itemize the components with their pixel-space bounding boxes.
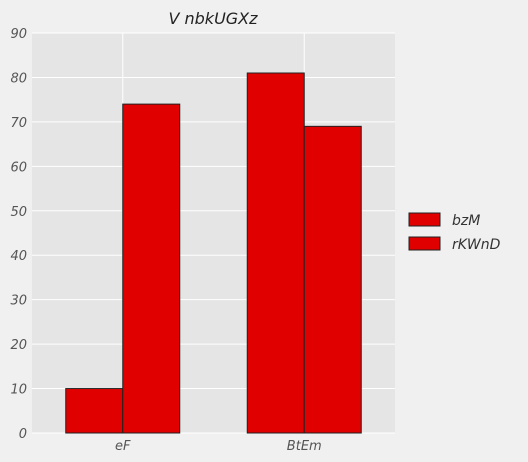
chart-title: V nbkUGXz (168, 9, 258, 28)
legend: bzM rKWnD (408, 212, 501, 253)
bars (65, 72, 362, 434)
legend-swatch-rKWnD (408, 236, 441, 251)
y-tick-label: 40 (10, 249, 27, 264)
x-tick-label: BtEm (287, 439, 322, 454)
y-tick-label: 0 (19, 427, 27, 442)
bar-bzM-BtEm (246, 72, 305, 434)
y-tick-label: 60 (10, 160, 27, 175)
y-tick-label: 50 (10, 205, 27, 220)
x-tick-label: eF (115, 439, 131, 454)
legend-label-bzM: bzM (452, 213, 480, 229)
legend-swatch-bzM (408, 212, 441, 227)
y-tick-label: 80 (10, 71, 27, 86)
bar-rKWnD-eF (122, 103, 181, 434)
y-tick-label: 70 (10, 116, 27, 131)
y-tick-label: 20 (10, 338, 27, 353)
bar-bzM-eF (65, 388, 124, 434)
x-axis-ticks: eF BtEm (115, 439, 322, 454)
bar-rKWnD-BtEm (303, 125, 362, 434)
y-axis-ticks: 0 10 20 30 40 50 60 70 80 90 (10, 27, 27, 442)
y-tick-label: 90 (10, 27, 27, 42)
legend-label-rKWnD: rKWnD (452, 237, 501, 253)
y-tick-label: 10 (10, 383, 27, 398)
y-tick-label: 30 (10, 294, 27, 309)
